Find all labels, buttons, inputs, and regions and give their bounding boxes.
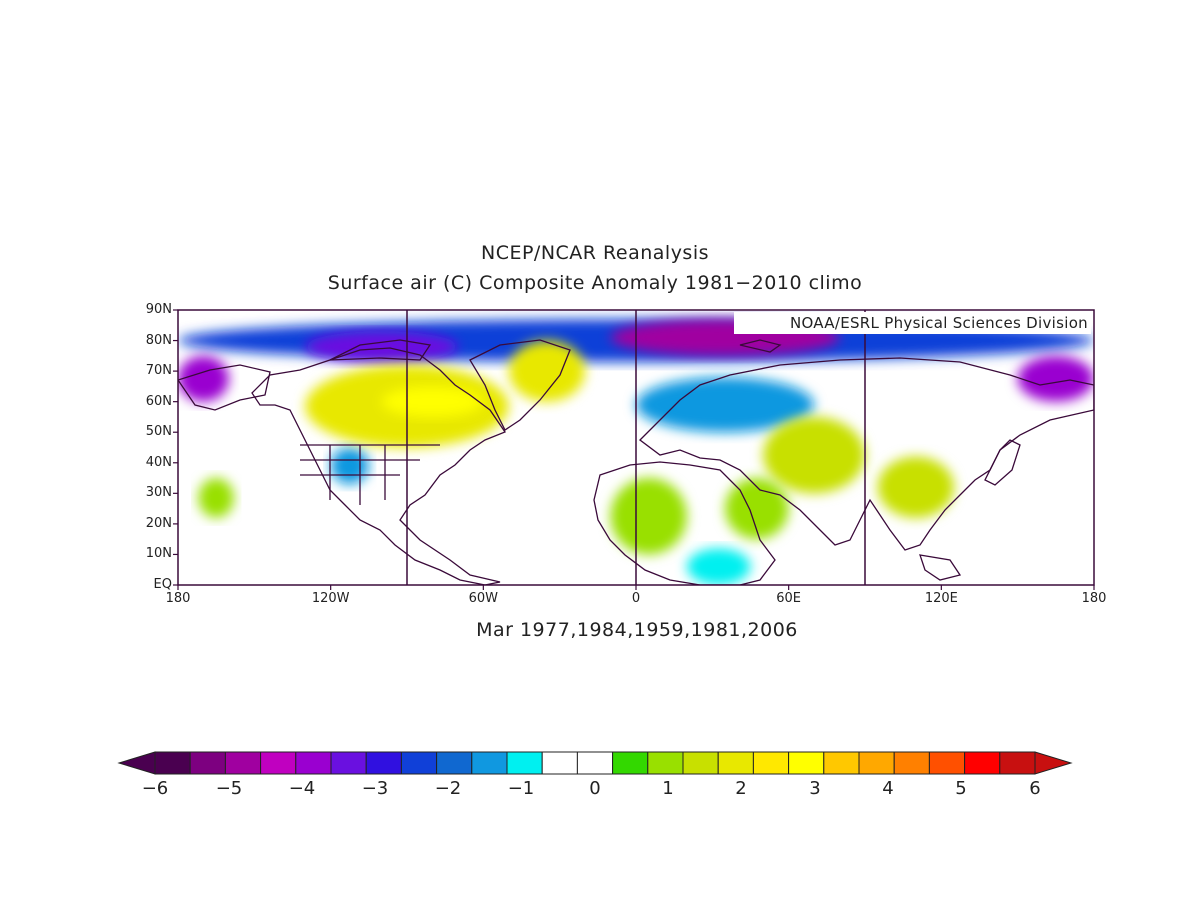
anomaly-canada-arctic-cold — [305, 331, 458, 362]
colorbar-tick-label: −6 — [141, 778, 169, 799]
anomaly-pacific-warm — [198, 478, 234, 518]
anomaly-alaska-west-cold — [178, 355, 229, 402]
lon-tick-label: 180 — [165, 591, 191, 606]
lon-tick-label: 60E — [776, 591, 802, 606]
anomaly-bering-cold — [1017, 355, 1094, 402]
lon-tick-label: 180 — [1081, 591, 1107, 606]
colorbar-tick-label: 3 — [809, 778, 821, 799]
lat-tick-label: 50N — [145, 424, 172, 440]
lon-tick-label: 120W — [311, 591, 350, 606]
lat-tick-label: 90N — [145, 302, 172, 317]
colorbar-tick-label: −2 — [434, 778, 462, 799]
anomaly-europe-cold — [636, 377, 815, 433]
lon-tick-label: 0 — [631, 591, 641, 606]
map-title: NCEP/NCAR Reanalysis — [480, 242, 710, 264]
lat-tick-label: 30N — [145, 485, 172, 501]
coastlines — [178, 339, 1094, 585]
anomaly-sahara-warm — [610, 478, 687, 555]
anomaly-china-warm — [877, 456, 955, 518]
anomaly-greenland-warm — [508, 340, 586, 402]
anomaly-us-southwest-cold — [330, 447, 369, 485]
reference-meridians — [406, 310, 866, 585]
colorbar-tick-label: 1 — [662, 778, 674, 799]
colorbar-tick-label: 2 — [735, 778, 747, 799]
lat-tick-label: 40N — [145, 454, 172, 470]
lat-tick-label: EQ — [153, 577, 172, 592]
anomaly-central-asia-warm — [763, 416, 865, 494]
anomaly-hudson-warm — [381, 386, 484, 417]
colorbar-tick-label: −5 — [215, 778, 243, 799]
lon-tick-label: 60W — [468, 591, 499, 606]
colorbar-tick-label: 5 — [955, 778, 967, 799]
colorbar-tick-label: −1 — [507, 778, 535, 799]
map-subtitle: Surface air (C) Composite Anomaly 1981−2… — [327, 272, 863, 294]
anomaly-east-africa-cold — [686, 548, 751, 585]
colorbar-tick-label: 4 — [882, 778, 894, 799]
lon-tick-label: 120E — [924, 591, 958, 606]
credit-label: NOAA/ESRL Physical Sciences Division — [734, 312, 1091, 334]
colorbar-tick-label: 0 — [589, 778, 601, 799]
lat-tick-label: 80N — [145, 332, 172, 348]
lat-tick-label: 20N — [145, 515, 172, 531]
colorbar-tick-label: −4 — [288, 778, 316, 799]
colorbar-tick-label: 6 — [1029, 778, 1041, 799]
composite-years-label: Mar 1977,1984,1959,1981,2006 — [476, 619, 798, 641]
colorbar-tick-label: −3 — [361, 778, 389, 799]
lat-tick-label: 10N — [145, 546, 172, 562]
lat-tick-label: 60N — [145, 393, 172, 409]
lat-tick-label: 70N — [145, 363, 172, 379]
